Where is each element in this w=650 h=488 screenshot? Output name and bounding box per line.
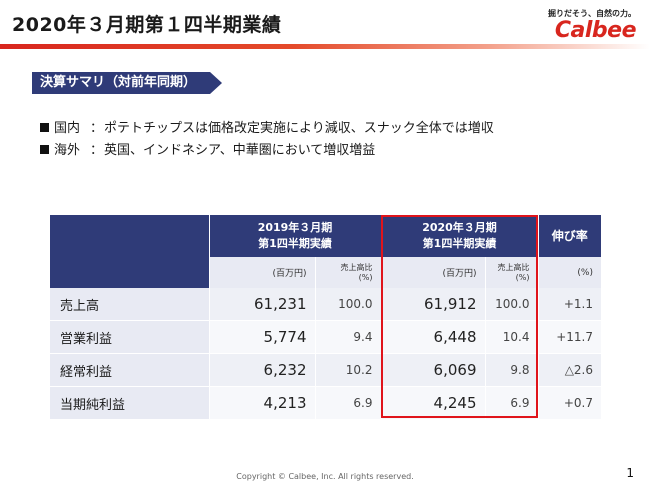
unit-curr-amount: (百万円): [380, 257, 485, 288]
header-growth: 伸び率: [537, 215, 601, 257]
curr-amount: 6,069: [380, 353, 485, 387]
growth-rate: +0.7: [537, 386, 601, 420]
curr-amount: 61,912: [380, 288, 485, 321]
bullet-domestic: 国内 ：ポテトチップスは価格改定実施により減収、スナック全体では増収: [40, 118, 494, 140]
row-label: 経常利益: [50, 353, 209, 387]
prev-amount: 5,774: [208, 320, 315, 354]
header-curr-line2: 第1四半期実績: [422, 237, 497, 250]
unit-ratio-line1: 売上高比: [497, 262, 530, 272]
prev-amount: 6,232: [208, 353, 315, 387]
unit-ratio-line2: (%): [358, 272, 373, 282]
results-table: 2019年３月期 第1四半期実績 2020年３月期 第1四半期実績 伸び率 (百…: [50, 215, 601, 420]
bullet-separator: ：: [90, 143, 104, 158]
header-prev-period: 2019年３月期 第1四半期実績: [208, 215, 381, 257]
bullet-text: ポテトチップスは価格改定実施により減収、スナック全体では増収: [104, 121, 494, 136]
bullet-text: 英国、インドネシア、中華圏において増収増益: [104, 143, 376, 158]
growth-rate: +11.7: [537, 320, 601, 354]
row-label: 当期純利益: [50, 386, 209, 420]
curr-ratio: 100.0: [484, 288, 538, 321]
table-row: 売上高 61,231 100.0 61,912 100.0 +1.1: [50, 288, 601, 321]
header-prev-line1: 2019年３月期: [257, 221, 333, 234]
header-divider: [0, 44, 650, 49]
curr-ratio: 6.9: [484, 386, 538, 420]
bullet-square-icon: [40, 123, 49, 132]
calbee-logo: 掘りだそう、自然の力。 Calbee: [516, 8, 637, 43]
unit-prev-ratio: 売上高比 (%): [314, 257, 381, 288]
unit-curr-ratio: 売上高比 (%): [484, 257, 538, 288]
prev-ratio: 9.4: [314, 320, 381, 354]
unit-growth: (%): [537, 257, 601, 288]
slide-title: 2020年３月期第１四半期業績: [12, 14, 282, 36]
page-number: 1: [626, 466, 634, 480]
header-curr-line1: 2020年３月期: [422, 221, 497, 234]
row-label: 売上高: [50, 288, 209, 321]
table-row: 当期純利益 4,213 6.9 4,245 6.9 +0.7: [50, 386, 601, 420]
logo-tagline: 掘りだそう、自然の力。: [548, 9, 636, 18]
prev-amount: 61,231: [208, 288, 315, 321]
row-label: 営業利益: [50, 320, 209, 354]
table-corner: [50, 215, 209, 288]
bullet-square-icon: [40, 145, 49, 154]
prev-ratio: 10.2: [314, 353, 381, 387]
bullet-overseas: 海外 ：英国、インドネシア、中華圏において増収増益: [40, 140, 494, 162]
bullet-label: 海外: [54, 143, 81, 158]
curr-ratio: 9.8: [484, 353, 538, 387]
growth-rate: △2.6: [537, 353, 601, 387]
bullet-label: 国内: [54, 121, 81, 136]
unit-ratio-line2: (%): [515, 272, 530, 282]
header-prev-line2: 第1四半期実績: [258, 237, 332, 250]
curr-amount: 6,448: [380, 320, 485, 354]
header-curr-period: 2020年３月期 第1四半期実績: [380, 215, 538, 257]
curr-amount: 4,245: [380, 386, 485, 420]
logo-wordmark: Calbee: [554, 18, 637, 43]
table-row: 経常利益 6,232 10.2 6,069 9.8 △2.6: [50, 353, 601, 387]
unit-ratio-line1: 売上高比: [340, 262, 373, 272]
table-row: 営業利益 5,774 9.4 6,448 10.4 +11.7: [50, 320, 601, 354]
prev-ratio: 6.9: [314, 386, 381, 420]
prev-amount: 4,213: [208, 386, 315, 420]
copyright-footer: Copyright © Calbee, Inc. All rights rese…: [236, 472, 414, 481]
growth-rate: +1.1: [537, 288, 601, 321]
unit-prev-amount: (百万円): [208, 257, 315, 288]
bullet-separator: ：: [90, 121, 104, 136]
summary-bullets: 国内 ：ポテトチップスは価格改定実施により減収、スナック全体では増収 海外 ：英国、…: [40, 118, 494, 162]
curr-ratio: 10.4: [484, 320, 538, 354]
section-heading: 決算サマリ（対前年同期）: [32, 72, 222, 94]
prev-ratio: 100.0: [314, 288, 381, 321]
